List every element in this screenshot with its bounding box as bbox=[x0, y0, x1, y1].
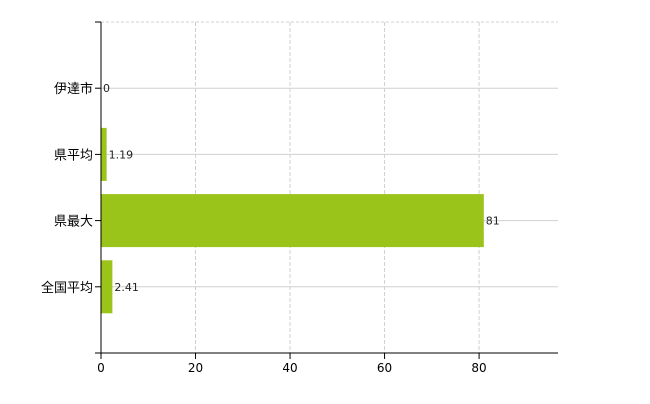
x-tick-label: 0 bbox=[97, 361, 105, 375]
y-tick-label: 県平均 bbox=[54, 148, 93, 163]
x-tick-label: 20 bbox=[188, 361, 203, 375]
x-tick-label: 40 bbox=[282, 361, 297, 375]
bar bbox=[101, 127, 107, 181]
y-tick-label: 県最大 bbox=[54, 215, 93, 230]
data-label: 1.19 bbox=[109, 148, 134, 161]
x-tick-label: 80 bbox=[471, 361, 486, 375]
y-tick-label: 伊達市 bbox=[54, 81, 93, 97]
data-label: 81 bbox=[486, 215, 500, 228]
x-tick-label: 60 bbox=[377, 361, 392, 375]
bar bbox=[101, 194, 484, 248]
data-label: 0 bbox=[103, 82, 110, 95]
bar bbox=[101, 260, 113, 314]
data-label: 2.41 bbox=[114, 281, 139, 294]
y-tick-label: 全国平均 bbox=[41, 280, 93, 296]
